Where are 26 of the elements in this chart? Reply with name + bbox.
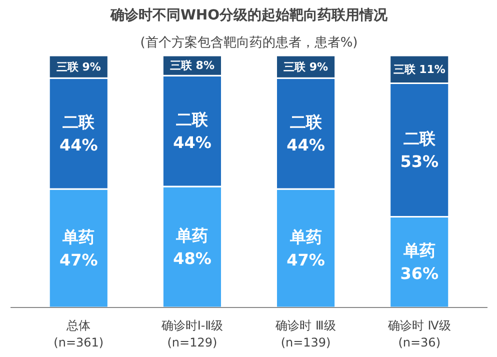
data-label: 36% (400, 264, 439, 284)
series-label: 单药 (62, 227, 95, 246)
text: 二联 (403, 129, 436, 148)
text: 三联 9% (284, 60, 328, 74)
x-tick-label: 确诊时Ⅰ-Ⅱ级 (n=129) (160, 318, 224, 350)
x-tick-label: 总体 (n=361) (54, 318, 104, 350)
data-label: 47% (59, 250, 98, 270)
text: 单药 (403, 241, 436, 260)
data-label: 48% (173, 249, 212, 268)
x-tick-label: 确诊时 Ⅲ级 (n=139) (274, 318, 336, 350)
data-label: 44% (286, 136, 325, 155)
text: 三联 9% (56, 60, 101, 74)
data-label: 47% (286, 250, 325, 270)
text: 二联 (176, 110, 208, 130)
text: 二联 (290, 112, 322, 132)
data-label: 44% (173, 133, 212, 152)
text: 单药 (290, 227, 322, 246)
series-label: 二联 (62, 112, 96, 132)
chart-subtitle: (首个方案包含靶向药的患者，患者%) (140, 34, 358, 50)
text: 单药 (176, 226, 208, 246)
text: 三联 11% (393, 62, 446, 76)
chart-title: 确诊时不同WHO分级的起始靶向药联用情况 (109, 8, 389, 24)
x-tick-label: 确诊时 Ⅳ级 (n=36) (386, 318, 451, 350)
data-label: 53% (400, 152, 439, 171)
data-label: 44% (59, 136, 98, 155)
text: 三联 8% (170, 59, 214, 72)
